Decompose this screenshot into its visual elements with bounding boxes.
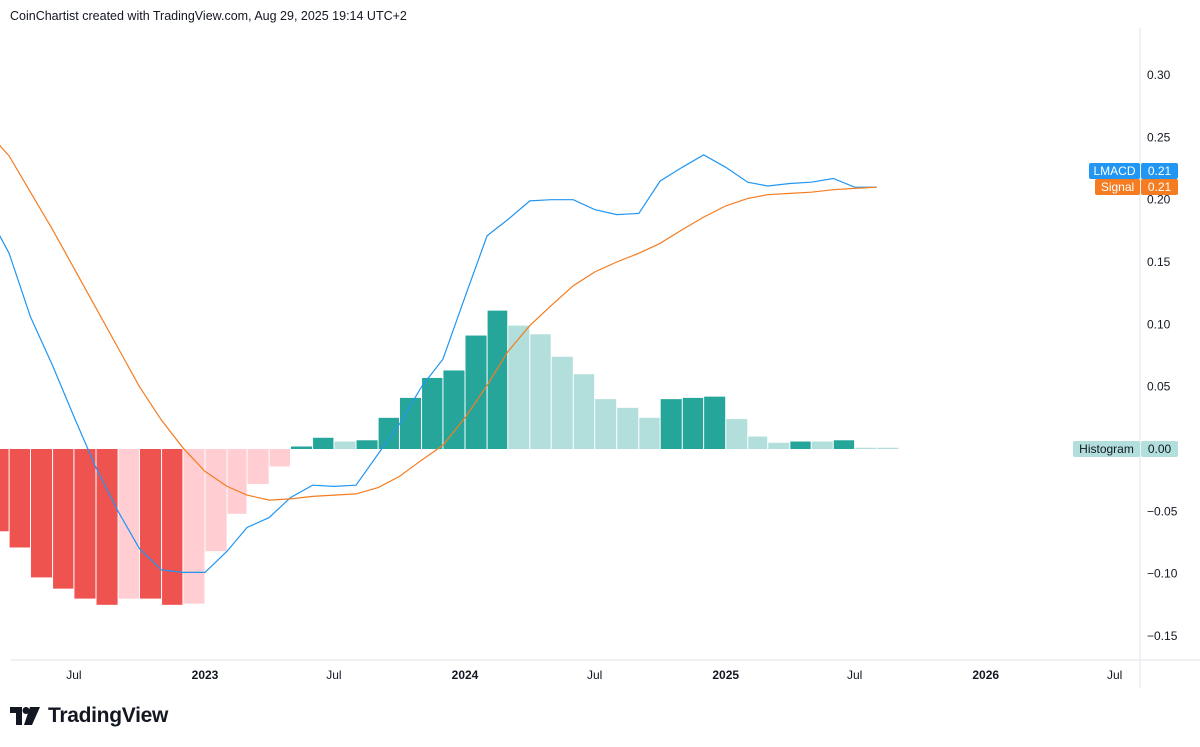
time-tick-label: Jul [847, 668, 862, 682]
time-axis[interactable]: Jul 2023 Jul 2024 Jul 2025 Jul 2026 Jul [66, 668, 1122, 682]
time-tick-label: Jul [1107, 668, 1122, 682]
histogram-bar [422, 377, 443, 449]
time-tick-label: 2023 [192, 668, 219, 682]
histogram-bar [790, 441, 811, 449]
histogram-layer [0, 310, 899, 605]
chart-attribution: CoinChartist created with TradingView.co… [10, 9, 407, 23]
histogram-bar [290, 446, 313, 449]
series-name-tag-bg [1073, 441, 1140, 457]
histogram-bar [768, 442, 790, 449]
signal-line [0, 144, 877, 501]
histogram-bar [53, 449, 74, 589]
histogram-bar [660, 399, 682, 449]
histogram-bar [247, 449, 269, 484]
price-tick-label: 0.20 [1147, 193, 1171, 207]
histogram-bar [443, 370, 465, 449]
series-value-tag-bg [1141, 163, 1178, 179]
histogram-bar [595, 399, 617, 449]
histogram-bar [399, 397, 422, 449]
lmacd-line [0, 154, 877, 574]
series-last-value: 0.21 [1148, 164, 1172, 178]
time-tick-label: 2026 [972, 668, 999, 682]
price-tick-label: −0.10 [1147, 567, 1178, 581]
histogram-bar [617, 407, 639, 449]
histogram-bar [269, 449, 290, 467]
time-tick-label: Jul [587, 668, 602, 682]
histogram-bar [682, 397, 704, 449]
price-tick-label: 0.25 [1147, 130, 1171, 144]
series-name-label: Signal [1101, 180, 1134, 194]
histogram-bar [313, 437, 334, 449]
histogram-bar [118, 449, 139, 599]
price-axis[interactable]: 0.30 0.25 0.20 0.15 0.10 0.05 0.00 −0.05 −0.10 −0… [1147, 68, 1178, 643]
line-layer [0, 144, 877, 574]
series-last-value: 0.21 [1148, 180, 1172, 194]
series-last-value: 0.00 [1148, 442, 1172, 456]
price-tick-label: −0.05 [1147, 504, 1178, 518]
value-tags: LMACD 0.21 Signal 0.21 Histogram 0.00 [1073, 163, 1178, 457]
histogram-bar [530, 334, 551, 449]
time-tick-label: Jul [66, 668, 81, 682]
histogram-bar [704, 396, 726, 449]
histogram-bar [162, 449, 183, 605]
series-name-tag-bg [1089, 163, 1140, 179]
histogram-bar [573, 374, 595, 449]
histogram-bar [833, 440, 855, 449]
time-tick-label: 2024 [452, 668, 479, 682]
tradingview-logo[interactable]: TradingView [10, 704, 168, 728]
series-name-label: LMACD [1093, 164, 1135, 178]
histogram-bar [855, 447, 877, 449]
price-tick-label: 0.10 [1147, 317, 1171, 331]
lmacd-value-tag: LMACD 0.21 [1089, 163, 1178, 179]
histogram-bar [378, 417, 399, 449]
histogram-bar [30, 449, 53, 578]
tradingview-logo-icon [10, 707, 40, 725]
histogram-bar [334, 441, 356, 449]
histogram-bar [877, 447, 899, 449]
time-tick-label: Jul [326, 668, 341, 682]
series-name-tag-bg [1095, 179, 1140, 195]
histogram-bar [748, 436, 768, 449]
histogram-bar [139, 449, 162, 599]
price-tick-label: 0.30 [1147, 68, 1171, 82]
histogram-bar [205, 449, 227, 552]
signal-value-tag: Signal 0.21 [1095, 179, 1178, 195]
tradingview-logo-text: TradingView [48, 704, 169, 727]
histogram-bar [356, 440, 378, 449]
series-name-label: Histogram [1079, 442, 1134, 456]
price-tick-label: 0.15 [1147, 255, 1171, 269]
histogram-bar [96, 449, 118, 605]
histogram-bar [183, 449, 205, 604]
histogram-value-tag: Histogram 0.00 [1073, 441, 1178, 457]
histogram-bar [227, 449, 247, 514]
histogram-bar [74, 449, 96, 599]
lmacd-chart[interactable]: 0.30 0.25 0.20 0.15 0.10 0.05 0.00 −0.05 −0.10 −0… [0, 0, 1200, 700]
histogram-bar [726, 419, 748, 449]
time-tick-label: 2025 [712, 668, 739, 682]
histogram-bar [0, 449, 9, 532]
histogram-bar [465, 335, 487, 449]
histogram-bar [508, 325, 530, 449]
price-tick-label: −0.15 [1147, 629, 1178, 643]
price-tick-label: 0.05 [1147, 380, 1171, 394]
histogram-bar [9, 449, 30, 548]
histogram-bar [487, 310, 508, 449]
histogram-bar [811, 441, 833, 449]
series-value-tag-bg [1141, 441, 1178, 457]
histogram-bar [551, 356, 573, 449]
series-value-tag-bg [1141, 179, 1178, 195]
histogram-bar [639, 417, 660, 449]
